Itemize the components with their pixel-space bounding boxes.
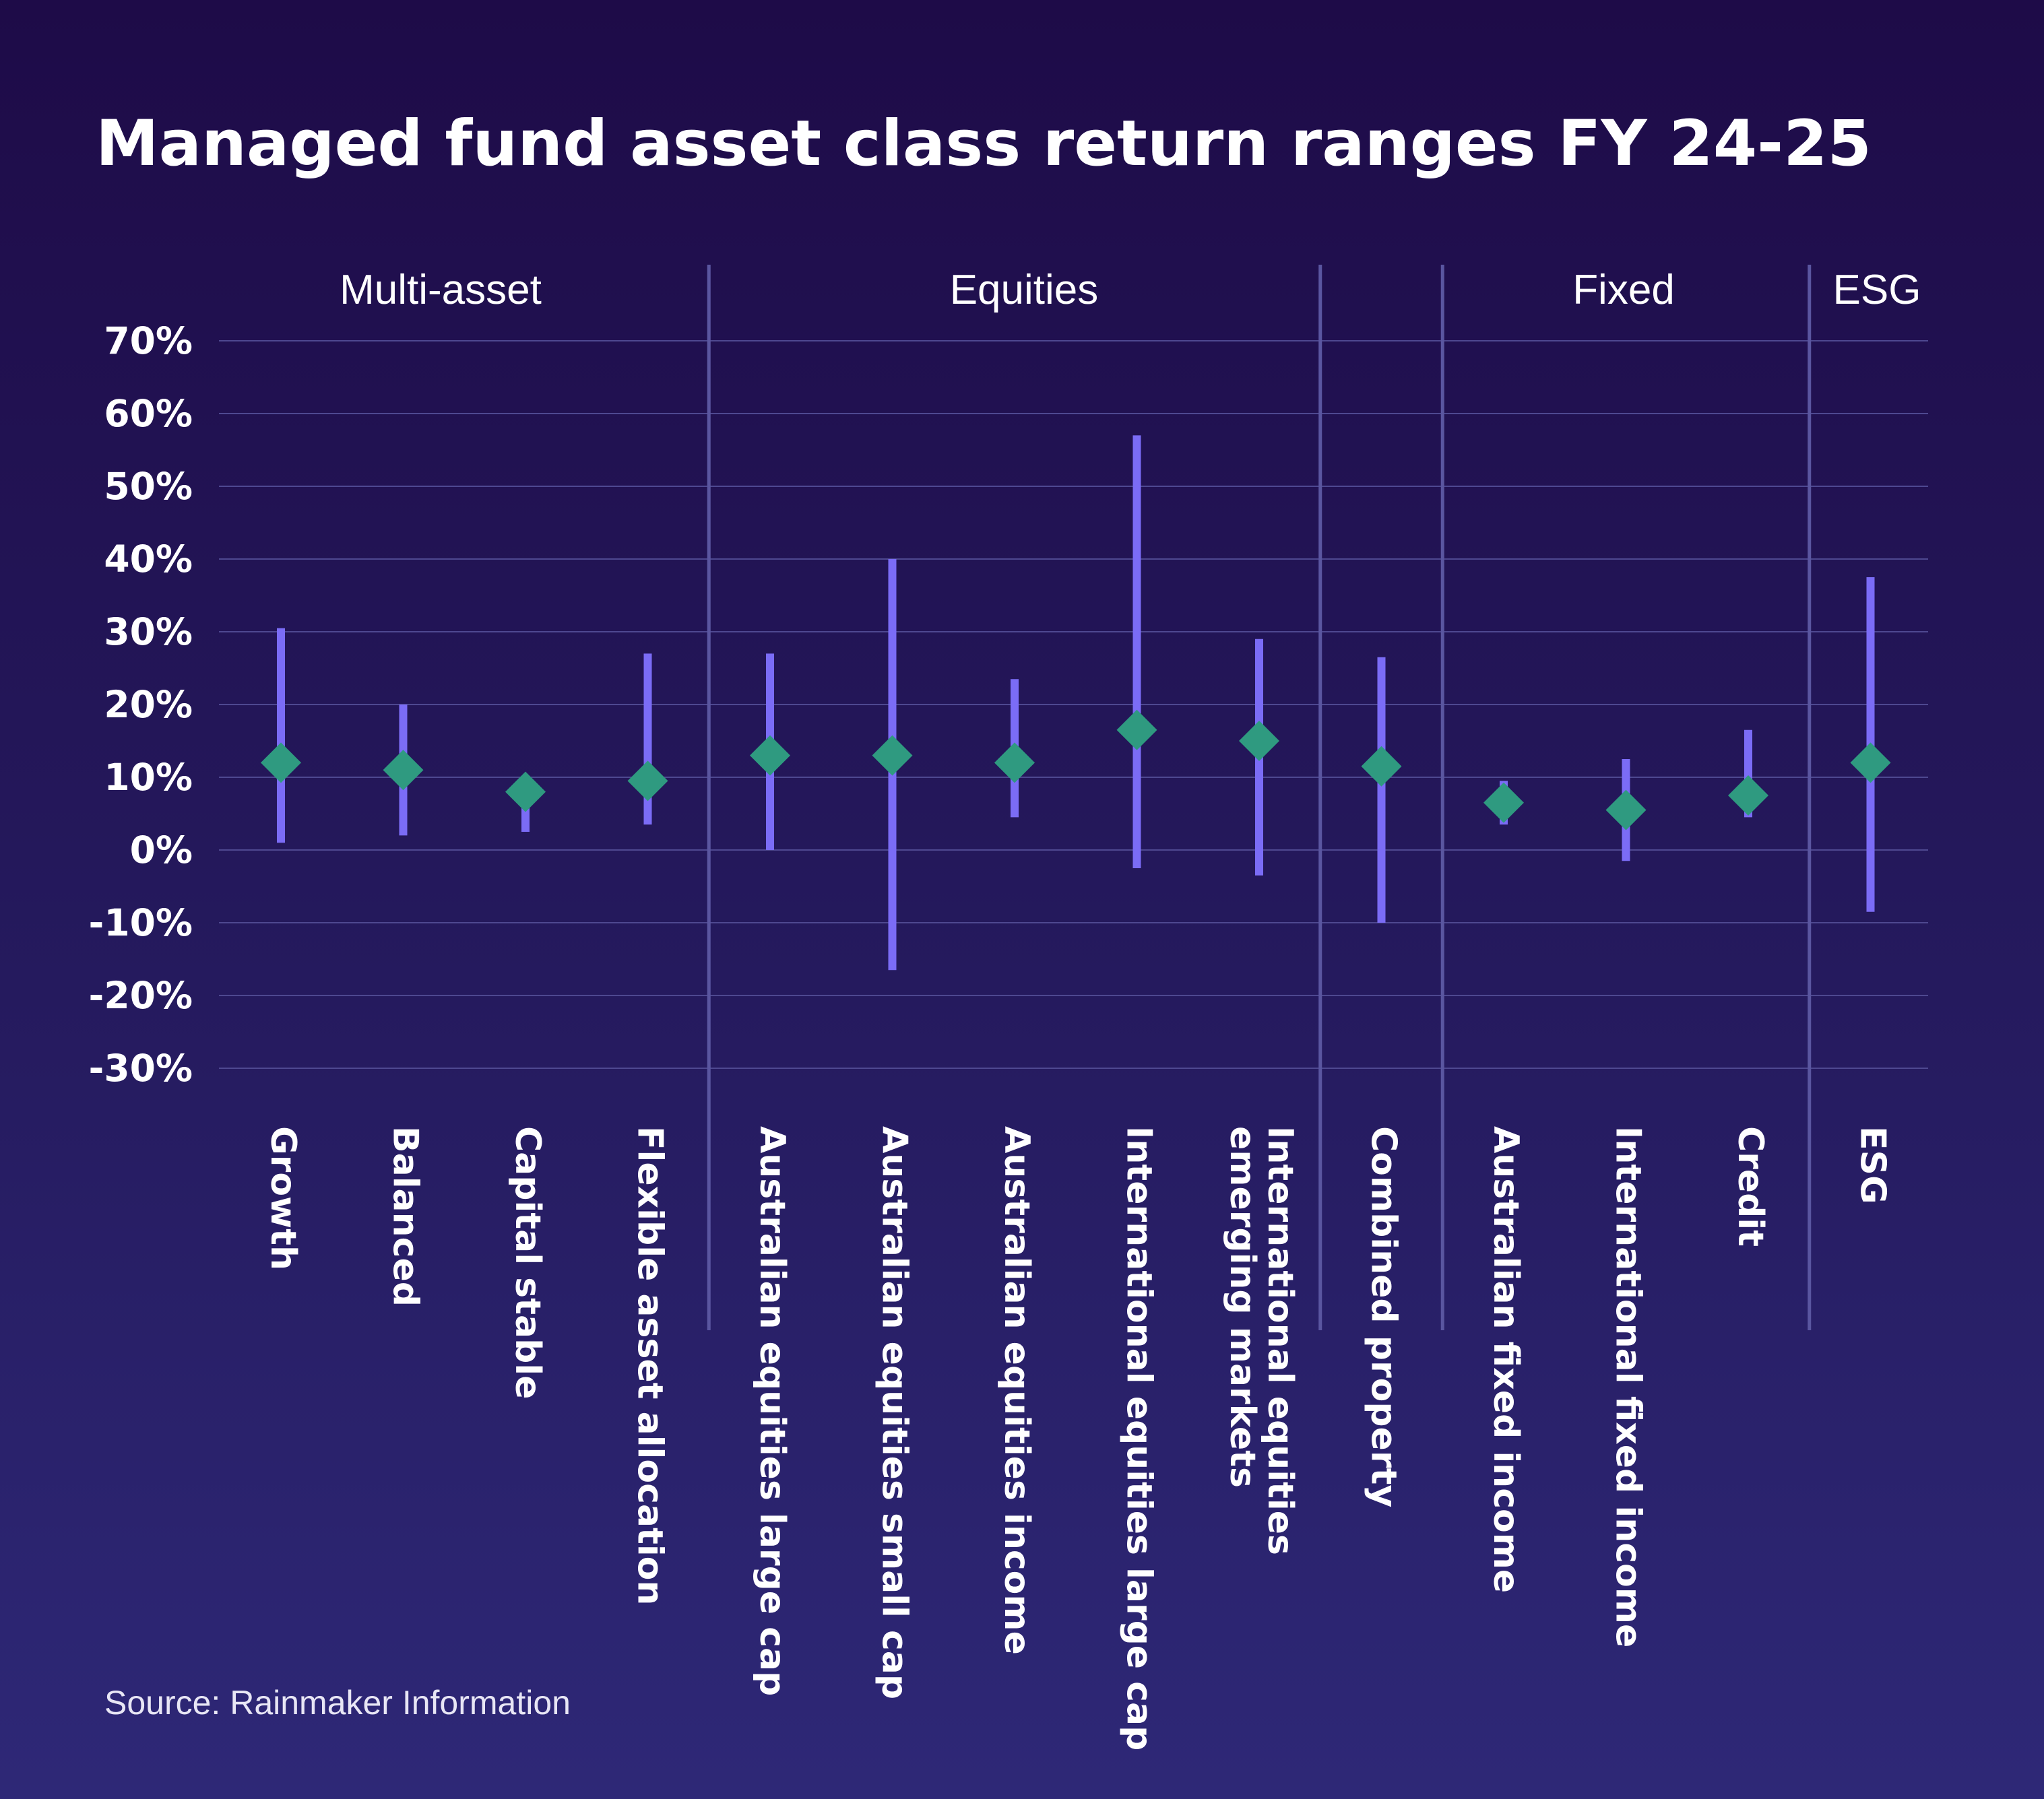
median-marker (261, 742, 301, 783)
group-label-multi-asset: Multi-asset (340, 267, 542, 313)
median-marker (994, 742, 1035, 783)
y-tick-label: 40% (104, 537, 193, 581)
y-tick-label: 70% (104, 319, 193, 362)
group-label-fixed: Fixed (1572, 267, 1675, 313)
median-marker (627, 760, 668, 802)
median-marker (1239, 721, 1279, 761)
category-label: Capital stable (507, 1126, 548, 1399)
category-label: Balanced (385, 1126, 426, 1307)
category-label: Australian fixed income (1486, 1126, 1526, 1593)
median-marker (1116, 709, 1157, 750)
median-marker (1728, 775, 1768, 816)
group-label-esg: ESG (1833, 267, 1921, 313)
category-label: Credit (1730, 1126, 1770, 1247)
y-tick-label: 50% (104, 465, 193, 508)
y-tick-label: 10% (104, 756, 193, 799)
y-tick-label: -30% (89, 1047, 193, 1090)
category-label: Australian equities income (996, 1126, 1037, 1655)
group-separators (707, 265, 1812, 1330)
median-markers (261, 709, 1891, 830)
category-label: Flexible asset allocation (630, 1126, 670, 1605)
chart-title: Managed fund asset class return ranges F… (96, 107, 1872, 181)
category-label: Growth (263, 1126, 303, 1270)
median-marker (1361, 746, 1402, 787)
group-label-equities: Equities (950, 267, 1099, 313)
y-tick-label: -20% (89, 974, 193, 1017)
category-label: ESG (1853, 1126, 1893, 1204)
y-tick-label: -10% (89, 901, 193, 944)
source-note: Source: Rainmaker Information (104, 1684, 571, 1722)
category-label: International equities large cap (1119, 1126, 1159, 1751)
category-label: Australian equities large cap (752, 1126, 792, 1696)
y-axis-tick-labels: 70% 60% 50% 40% 30% 20% 10% 0% -10% -20% -30% (89, 319, 193, 1090)
y-tick-label: 20% (104, 683, 193, 726)
y-tick-label: 60% (104, 392, 193, 435)
median-marker (872, 735, 913, 776)
category-label: Australian equities small cap (874, 1126, 915, 1699)
category-label: International equities (1260, 1126, 1300, 1555)
category-label: Combined property (1364, 1126, 1404, 1507)
median-marker (505, 771, 546, 812)
median-marker (1483, 782, 1524, 823)
median-marker (750, 735, 790, 776)
median-marker (1850, 742, 1891, 783)
y-tick-label: 0% (130, 828, 193, 872)
category-labels: Growth Balanced Capital stable Flexible ass… (263, 1126, 1893, 1751)
y-tick-label: 30% (104, 610, 193, 653)
median-marker (383, 750, 424, 791)
gridlines (219, 340, 1928, 1069)
category-label: emerging markets (1222, 1126, 1263, 1488)
range-bars (277, 435, 1875, 971)
category-label: International fixed income (1608, 1126, 1649, 1647)
median-marker (1605, 789, 1647, 830)
